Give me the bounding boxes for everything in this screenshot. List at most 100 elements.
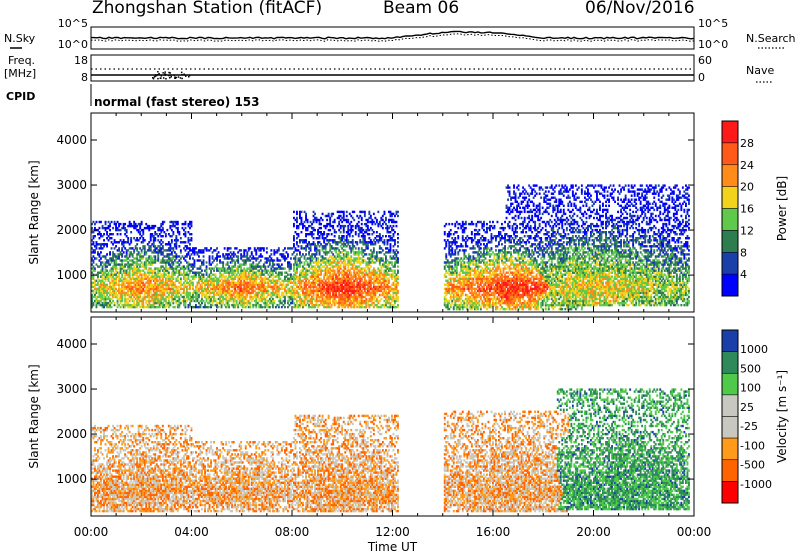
heatmap-cell (161, 265, 164, 268)
nave-point (185, 75, 187, 77)
heatmap-cell (187, 253, 190, 256)
heatmap-cell (175, 301, 178, 305)
heatmap-cell (148, 277, 151, 280)
heatmap-cell (112, 285, 114, 289)
heatmap-cell (137, 271, 140, 274)
heatmap-cell (137, 281, 140, 284)
heatmap-cell (97, 283, 99, 286)
heatmap-cell (157, 259, 160, 262)
heatmap-cell (170, 271, 173, 274)
heatmap-cell (178, 305, 181, 309)
heatmap-cell (161, 281, 164, 284)
heatmap-cell (181, 287, 184, 291)
heatmap-cell (136, 257, 139, 260)
heatmap-cell (189, 271, 191, 274)
heatmap-cell (287, 255, 289, 258)
heatmap-cell (175, 267, 178, 270)
heatmap-cell (181, 226, 184, 230)
heatmap-cell (163, 305, 166, 309)
heatmap-cell (136, 301, 139, 305)
heatmap-cell (118, 283, 120, 286)
heatmap-cell (170, 293, 173, 297)
heatmap-cell (95, 303, 98, 307)
heatmap-cell (345, 214, 348, 218)
heatmap-cell (148, 267, 151, 270)
heatmap-cell (103, 293, 105, 297)
heatmap-cell (139, 277, 142, 280)
heatmap-cell (113, 281, 116, 284)
heatmap-cell (160, 285, 163, 289)
heatmap-cell (124, 273, 127, 276)
heatmap-cell (192, 287, 194, 291)
heatmap-cell (148, 273, 151, 276)
heatmap-cell (388, 263, 390, 266)
heatmap-cell (127, 283, 130, 286)
heatmap-cell (139, 299, 142, 303)
heatmap-cell (176, 291, 179, 295)
heatmap-cell (279, 259, 282, 262)
heatmap-cell (127, 273, 130, 276)
heatmap-cell (198, 293, 200, 297)
heatmap-cell (190, 279, 193, 282)
heatmap-cell (350, 231, 353, 234)
heatmap-cell (100, 243, 102, 246)
heatmap-cell (148, 249, 151, 252)
heatmap-cell (101, 226, 104, 230)
heatmap-cell (172, 281, 175, 284)
heatmap-cell (189, 243, 191, 246)
heatmap-cell (391, 261, 393, 264)
heatmap-cell (187, 224, 190, 228)
heatmap-cell (369, 214, 372, 218)
heatmap-cell (184, 226, 187, 230)
heatmap-cell (145, 267, 148, 270)
heatmap-cell (170, 228, 173, 232)
heatmap-cell (142, 295, 145, 299)
heatmap-cell (137, 287, 140, 291)
heatmap-cell (118, 228, 120, 232)
heatmap-cell (101, 269, 104, 272)
heatmap-cell (104, 257, 107, 260)
heatmap-cell (137, 293, 140, 297)
heatmap-cell (139, 247, 142, 250)
heatmap-cell (163, 261, 166, 264)
heatmap-cell (193, 271, 196, 274)
heatmap-cell (169, 263, 172, 266)
heatmap-cell (172, 291, 175, 295)
heatmap-cell (146, 285, 149, 289)
heatmap-cell (146, 283, 149, 286)
heatmap-cell (249, 301, 252, 305)
heatmap-cell (101, 247, 104, 250)
heatmap-cell (175, 261, 178, 264)
heatmap-cell (190, 269, 193, 272)
heatmap-cell (170, 259, 173, 262)
heatmap-cell (375, 218, 378, 222)
nave-point (188, 76, 190, 78)
heatmap-cell (151, 269, 154, 272)
heatmap-cell (187, 222, 190, 226)
heatmap-cell (184, 267, 187, 270)
heatmap-cell (112, 283, 114, 286)
heatmap-cell (145, 289, 148, 293)
heatmap-cell (157, 267, 160, 270)
heatmap-cell (178, 231, 181, 234)
heatmap-cell (335, 231, 338, 234)
heatmap-cell (178, 285, 181, 289)
heatmap-cell (136, 243, 139, 246)
heatmap-cell (243, 267, 246, 270)
heatmap-cell (101, 295, 104, 299)
heatmap-cell (362, 255, 365, 258)
heatmap-cell (167, 297, 170, 301)
heatmap-cell (136, 249, 139, 252)
heatmap-cell (133, 224, 136, 228)
heatmap-cell (107, 259, 110, 262)
heatmap-cell (179, 277, 182, 280)
heatmap-cell (262, 247, 265, 250)
heatmap-cell (134, 305, 137, 309)
heatmap-cell (160, 293, 163, 297)
heatmap-cell (192, 285, 194, 289)
heatmap-cell (176, 293, 179, 297)
heatmap-cell (101, 267, 104, 270)
heatmap-cell (184, 283, 187, 286)
heatmap-cell (169, 289, 172, 293)
heatmap-cell (154, 283, 157, 286)
